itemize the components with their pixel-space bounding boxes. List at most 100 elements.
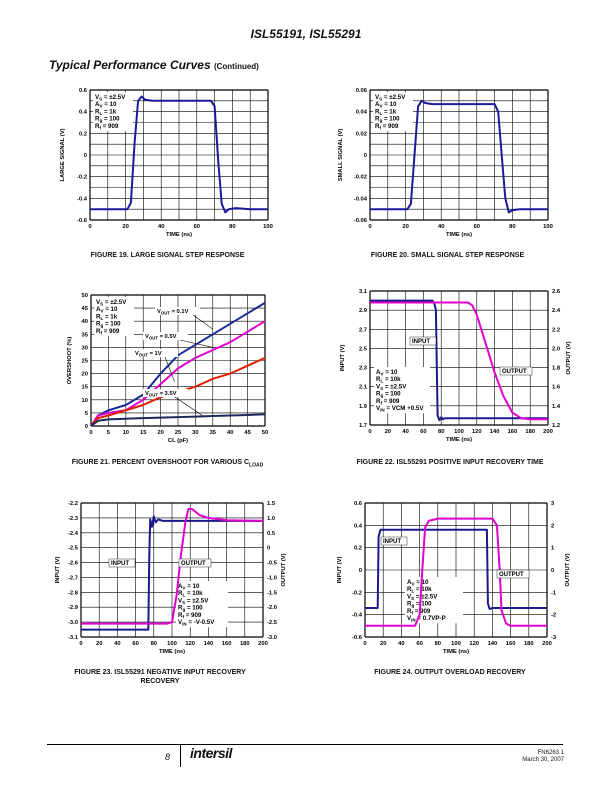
- legend-entry: RL = 1k: [96, 313, 118, 321]
- section-title-text: Typical Performance Curves: [49, 58, 211, 72]
- x-tick-label: 200: [258, 641, 268, 647]
- y-tick-label: 25: [82, 359, 89, 365]
- x-tick-label: 5: [107, 430, 111, 436]
- x-tick-label: 30: [192, 430, 198, 436]
- x-tick-label: 40: [227, 430, 233, 436]
- series-line-input: [365, 528, 547, 611]
- x-axis-label: TIME (ns): [446, 232, 472, 238]
- x-tick-label: 120: [469, 641, 479, 647]
- legend-entry: Rf = 909: [96, 328, 120, 336]
- y-tick-label: 0: [85, 424, 88, 430]
- series-label-box: [496, 569, 530, 579]
- x-tick-label: 0: [368, 429, 371, 435]
- y-tick-label: 5: [85, 411, 89, 417]
- series-label: INPUT: [111, 561, 129, 567]
- chart-positive-input-recovery: 0 20 40 60 80 100 120 140 160 180 200 1.7 1.9 2.1 2.3 2…: [340, 289, 572, 443]
- legend-entry: Rf = 909: [375, 123, 399, 131]
- y-tick-label: 2.9: [359, 308, 368, 314]
- x-axis-label: CL (pF): [168, 438, 188, 444]
- figure-23-caption-line2: RECOVERY: [140, 678, 180, 685]
- y-tick-label: -0.06: [354, 218, 368, 224]
- y-tick-label: -3.1: [68, 635, 79, 641]
- legend-entry: Rg = 100: [95, 116, 120, 124]
- chart-negative-input-recovery: 0 20 40 60 80 100 120 140 160 180 200 -3.1 -3.0 -2.9 -…: [55, 501, 287, 655]
- x-tick-label: 160: [508, 429, 518, 435]
- legend-entry: RL = 10k: [178, 590, 203, 598]
- x-axis-label: TIME (ns): [159, 649, 185, 655]
- x-tick-label: 160: [222, 641, 232, 647]
- x-tick-label: 140: [488, 641, 498, 647]
- x-tick-label: 180: [240, 641, 250, 647]
- legend-entry: VS = ±2.5V: [375, 94, 406, 102]
- y-tick-label: -0.2: [352, 590, 362, 596]
- section-title: Typical Performance Curves (Continued): [49, 58, 259, 72]
- legend-entry: RL = 10k: [376, 376, 401, 384]
- x-tick-label: 100: [167, 641, 177, 647]
- x-tick-label: 160: [506, 641, 516, 647]
- y2-tick-label: 2.6: [552, 289, 561, 295]
- legend-entry: AV = 10: [95, 101, 117, 109]
- y-tick-label: -2.3: [68, 516, 79, 522]
- x-tick-label: 120: [472, 429, 482, 435]
- annotation-bg: [155, 307, 200, 315]
- y2-tick-label: -1.0: [267, 575, 277, 581]
- y-axis-label: INPUT (V): [55, 557, 61, 584]
- annotation-bg: [133, 349, 178, 357]
- y-tick-label: 2.7: [359, 327, 367, 333]
- legend-entry: Rf = 909: [178, 612, 202, 620]
- series-label: OUTPUT: [499, 572, 524, 578]
- x-tick-label: 25: [175, 430, 182, 436]
- series-line-vout-0-1v: [90, 302, 266, 427]
- series-label: INPUT: [412, 339, 430, 345]
- x-tick-label: 200: [542, 641, 552, 647]
- y-tick-label: 1.9: [359, 404, 368, 410]
- series-label: OUTPUT: [181, 561, 206, 567]
- y-tick-label: 0.6: [354, 501, 363, 507]
- x-tick-label: 50: [262, 430, 268, 436]
- x-tick-label: 10: [123, 430, 129, 436]
- y-tick-label: -2.4: [68, 531, 79, 537]
- chart-percent-overshoot: 0 5 10 15 20 25 30 35 40 45 50 0 5 10 15 20 25 30 35 40 45 50…: [67, 293, 268, 444]
- series-label-box: [499, 366, 533, 376]
- x-tick-label: 80: [151, 641, 157, 647]
- figure-24-caption: FIGURE 24. OUTPUT OVERLOAD RECOVERY: [374, 669, 526, 676]
- x-tick-label: 20: [385, 429, 391, 435]
- y-tick-label: 0.4: [354, 523, 363, 529]
- y-tick-label: 0.06: [356, 88, 368, 94]
- legend-entry: Rg = 100: [96, 321, 121, 329]
- legend-entry: VS = ±2.5V: [407, 593, 438, 601]
- y-tick-label: 0.6: [79, 88, 88, 94]
- doc-number: FN6263.1: [537, 750, 564, 756]
- series-line-step: [370, 99, 548, 214]
- series-label-box: [108, 558, 136, 568]
- legend-entry: Rg = 100: [376, 391, 401, 399]
- x-axis-label: TIME (ns): [443, 649, 469, 655]
- y2-tick-label: 1: [551, 546, 555, 552]
- y2-tick-label: 1.2: [552, 423, 560, 429]
- x-tick-label: 100: [454, 429, 464, 435]
- series-line-output: [365, 517, 547, 627]
- x-tick-label: 45: [244, 430, 251, 436]
- y2-tick-label: 0.5: [267, 531, 276, 537]
- legend-entry: VIN = 0.7VP-P: [407, 615, 446, 623]
- series-line-step: [90, 95, 268, 214]
- x-axis-label: TIME (ns): [446, 437, 472, 443]
- legend-entry: Rg = 100: [375, 116, 400, 124]
- x-tick-label: 20: [157, 430, 163, 436]
- legend-entry: VS = ±2.5V: [95, 94, 126, 102]
- figure-23-caption-line1: FIGURE 23. ISL55291 NEGATIVE INPUT RECOV…: [74, 669, 246, 676]
- y-tick-label: 40: [82, 319, 88, 325]
- y2-tick-label: 2.4: [552, 308, 561, 314]
- y-tick-label: 10: [82, 398, 88, 404]
- legend-box: [176, 581, 228, 628]
- y2-tick-label: 2.2: [552, 327, 560, 333]
- x-tick-label: 0: [368, 224, 371, 230]
- legend-entry: Rf = 909: [407, 608, 431, 616]
- y-tick-label: 1.7: [359, 423, 367, 429]
- y2-axis-label: OUTPUT (V): [565, 553, 571, 586]
- x-tick-label: 60: [420, 429, 426, 435]
- y2-tick-label: 1.8: [552, 366, 561, 372]
- y-tick-label: 3.1: [359, 289, 368, 295]
- y-tick-label: 0: [84, 153, 87, 159]
- figure-21-caption-subscript: LOAD: [249, 462, 264, 469]
